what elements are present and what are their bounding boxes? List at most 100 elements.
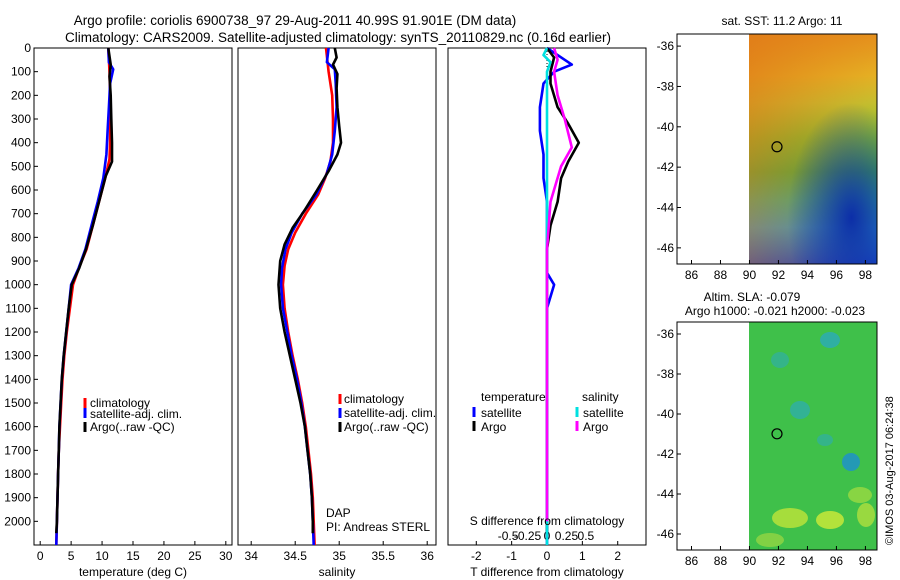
temperature-legend: climatology satellite-adj. clim. Argo(..… xyxy=(83,396,182,434)
s-tick-label: -0.5 xyxy=(498,529,519,543)
legend-satellite-adj: satellite-adj. clim. xyxy=(344,406,436,420)
lon-tick-label: 96 xyxy=(830,268,844,282)
x-tick-label: 34.5 xyxy=(284,549,308,563)
legend-satellite-adj: satellite-adj. clim. xyxy=(90,407,182,421)
depth-tick-label: 200 xyxy=(11,88,31,102)
x-tick-label: 30 xyxy=(219,549,233,563)
series-line-climatology xyxy=(55,47,112,546)
temperature-axis-label: temperature (deg C) xyxy=(79,565,187,579)
salinity-profiles xyxy=(277,47,343,546)
x-tick-label: -2 xyxy=(471,549,482,563)
t-difference-axis-label: T difference from climatology xyxy=(470,565,624,579)
lon-tick-label: 86 xyxy=(685,268,699,282)
series-line-argo-raw-qc xyxy=(277,47,343,534)
temperature-panel: 0100200300400500600700800900100011001200… xyxy=(4,41,233,579)
sla-map-frame xyxy=(676,321,878,551)
x-tick-label: 20 xyxy=(157,549,171,563)
sla-map-title: Altim. SLA: -0.079 xyxy=(704,290,801,304)
lat-tick-label: -42 xyxy=(657,447,675,461)
depth-tick-label: 1900 xyxy=(4,491,31,505)
sla-lat-axis: -36 -38 -40 -42 -44 -46 xyxy=(657,327,681,541)
x-tick-label: 0 xyxy=(37,549,44,563)
salinity-legend: climatology satellite-adj. clim. Argo(..… xyxy=(338,392,436,434)
legend-temp-satellite: satellite xyxy=(481,406,522,420)
legend-salinity-header: salinity xyxy=(582,390,619,404)
temperature-axis: 0 5 10 15 20 25 30 xyxy=(37,541,233,563)
x-tick-label: 34 xyxy=(245,549,259,563)
depth-tick-label: 1800 xyxy=(4,467,31,481)
title-line-2: Climatology: CARS2009. Satellite-adjuste… xyxy=(65,30,611,45)
series-line-argo-raw-qc xyxy=(55,47,114,534)
x-tick-label: 1 xyxy=(579,549,586,563)
lat-tick-label: -36 xyxy=(657,39,675,53)
depth-tick-label: 1500 xyxy=(4,396,31,410)
lat-tick-label: -44 xyxy=(657,487,675,501)
depth-tick-label: 400 xyxy=(11,136,31,150)
x-tick-label: 0 xyxy=(544,549,551,563)
legend-temp-argo: Argo xyxy=(481,420,507,434)
copyright-label: ©IMOS 03-Aug-2017 06:24:38 xyxy=(884,396,896,545)
sst-map-frame xyxy=(676,33,878,265)
difference-legend: temperature salinity satellite Argo sate… xyxy=(472,390,624,434)
lat-tick-label: -36 xyxy=(657,327,675,341)
depth-tick-label: 1600 xyxy=(4,420,31,434)
legend-sal-satellite: satellite xyxy=(583,406,624,420)
x-tick-label: 35.5 xyxy=(372,549,396,563)
sla-anomaly-blobs xyxy=(756,332,875,547)
lat-tick-label: -40 xyxy=(657,407,675,421)
depth-tick-label: 1300 xyxy=(4,349,31,363)
sst-cold-patch xyxy=(749,34,877,264)
lat-tick-label: -44 xyxy=(657,201,675,215)
salinity-axis-label: salinity xyxy=(319,565,356,579)
depth-tick-label: 1000 xyxy=(4,278,31,292)
sst-lon-axis: 86 88 90 92 94 96 98 xyxy=(685,260,873,282)
lon-tick-label: 88 xyxy=(714,554,728,568)
lat-tick-label: -46 xyxy=(657,527,675,541)
legend-climatology: climatology xyxy=(90,396,150,410)
x-tick-label: 25 xyxy=(188,549,202,563)
lat-tick-label: -40 xyxy=(657,120,675,134)
s-difference-axis-label: S difference from climatology xyxy=(470,514,625,528)
lon-tick-label: 90 xyxy=(743,268,757,282)
lon-tick-label: 98 xyxy=(859,268,873,282)
lat-tick-label: -38 xyxy=(657,367,675,381)
legend-argo: Argo(..raw -QC) xyxy=(344,420,429,434)
pi-label: PI: Andreas STERL xyxy=(326,520,430,534)
legend-argo: Argo(..raw -QC) xyxy=(90,420,175,434)
depth-tick-label: 1100 xyxy=(5,301,31,315)
lon-tick-label: 88 xyxy=(714,268,728,282)
s-tick-label: 0.5 xyxy=(578,529,595,543)
depth-tick-label: 0 xyxy=(24,41,31,55)
depth-tick-label: 300 xyxy=(11,112,31,126)
lon-tick-label: 98 xyxy=(859,554,873,568)
lon-tick-label: 92 xyxy=(772,268,786,282)
sla-map-subtitle: Argo h1000: -0.021 h2000: -0.023 xyxy=(685,304,865,318)
series-line-satellite-adj-clim xyxy=(55,47,115,546)
legend-climatology: climatology xyxy=(344,392,404,406)
depth-tick-label: 2000 xyxy=(4,514,31,528)
x-tick-label: 35 xyxy=(333,549,347,563)
depth-tick-label: 1400 xyxy=(4,372,31,386)
temperature-axes-frame xyxy=(33,47,233,546)
lon-tick-label: 86 xyxy=(685,554,699,568)
x-tick-label: -1 xyxy=(506,549,517,563)
title-line-1: Argo profile: coriolis 6900738_97 29-Aug… xyxy=(74,13,517,28)
depth-tick-label: 500 xyxy=(11,159,31,173)
salinity-panel: 34 34.5 35 35.5 36 salinity climatology sate… xyxy=(237,47,437,579)
dap-label: DAP xyxy=(326,506,351,520)
sla-lon-axis: 86 88 90 92 94 96 98 xyxy=(685,546,873,568)
lon-tick-label: 94 xyxy=(801,554,815,568)
argo-position-marker xyxy=(771,141,783,153)
sst-map-title: sat. SST: 11.2 Argo: 11 xyxy=(722,14,843,28)
x-tick-label: 15 xyxy=(126,549,140,563)
lon-tick-label: 96 xyxy=(830,554,844,568)
legend-sal-argo: Argo xyxy=(583,420,609,434)
x-tick-label: 36 xyxy=(421,549,435,563)
depth-tick-label: 700 xyxy=(11,207,31,221)
difference-panel: -2 -1 0 1 2 -0.5-0.25 0 0.25 0.5 T difference f… xyxy=(447,46,647,579)
depth-tick-label: 900 xyxy=(11,254,31,268)
lat-tick-label: -38 xyxy=(657,79,675,93)
sst-map: sat. SST: 11.2 Argo: 11 -36-38-40-42-44-… xyxy=(657,14,878,282)
difference-profiles xyxy=(538,46,581,545)
